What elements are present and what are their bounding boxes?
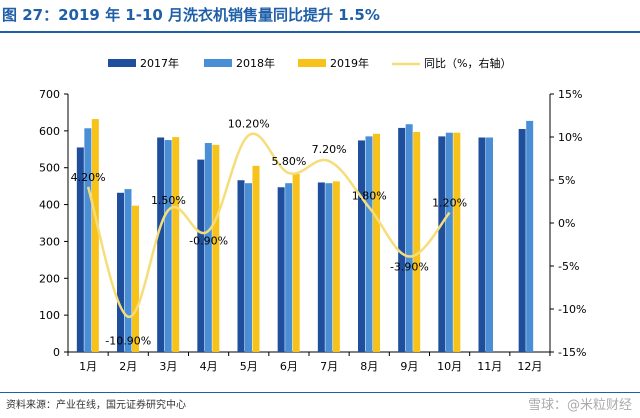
bars	[76, 119, 534, 352]
yoy-data-label: 1.80%	[352, 190, 387, 203]
x-tick-label: 12月	[517, 360, 542, 373]
bar-2017年	[398, 127, 406, 352]
y-right-tick-label: 10%	[558, 131, 582, 144]
yoy-data-label: 7.20%	[312, 143, 347, 156]
y-right-tick-label: -10%	[558, 303, 586, 316]
bar-2019年	[172, 137, 180, 352]
footer-divider	[0, 392, 640, 393]
y-left-tick-label: 700	[39, 88, 60, 101]
y-right-tick-label: -5%	[558, 260, 579, 273]
bar-2018年	[204, 143, 212, 352]
bar-2019年	[413, 131, 421, 352]
legend-label: 同比（%，右轴）	[424, 56, 511, 70]
bar-2017年	[277, 187, 285, 352]
yoy-data-label: -10.90%	[105, 335, 151, 348]
y-left-tick-label: 500	[39, 162, 60, 175]
bar-2019年	[292, 173, 300, 352]
bar-2017年	[117, 192, 124, 352]
bar-2018年	[526, 120, 534, 352]
legend-label: 2018年	[236, 56, 275, 70]
y-left-tick-label: 600	[39, 125, 60, 138]
x-tick-label: 6月	[280, 360, 298, 373]
chart-title: 图 27：2019 年 1-10 月洗衣机销售量同比提升 1.5%	[2, 6, 380, 24]
yoy-line	[86, 132, 451, 318]
y-right-tick-label: -15%	[558, 346, 586, 359]
yoy-data-label: -3.90%	[390, 261, 429, 274]
yoy-data-label: 5.80%	[271, 155, 306, 168]
bar-2018年	[405, 124, 413, 352]
x-tick-label: 11月	[477, 360, 502, 373]
x-tick-label: 7月	[320, 360, 338, 373]
x-tick-label: 3月	[159, 360, 177, 373]
y-right-tick-label: 15%	[558, 88, 582, 101]
bar-2019年	[373, 133, 380, 352]
yoy-line-layer: 4.20% -10.90% 1.50% -0.90% 10.20% 5.80% 7.20% 1…	[71, 117, 467, 347]
bar-2018年	[84, 128, 92, 352]
bar-2019年	[252, 165, 260, 352]
bar-2017年	[157, 137, 165, 352]
x-tick-label: 2月	[119, 360, 137, 373]
bar-2019年	[132, 205, 139, 352]
source-note: 资料来源：产业在线，国元证券研究中心	[6, 400, 186, 411]
yoy-data-label: 4.20%	[71, 171, 106, 184]
y-left-tick-label: 300	[39, 235, 60, 248]
bar-2017年	[438, 136, 446, 352]
y-left-tick-label: 100	[39, 309, 60, 322]
legend-label: 2019年	[330, 56, 369, 70]
legend-swatch	[108, 59, 136, 67]
bar-2018年	[245, 183, 252, 352]
legend-label: 2017年	[140, 56, 179, 70]
bar-2017年	[518, 129, 526, 352]
bar-2018年	[164, 140, 172, 352]
bar-2018年	[365, 136, 373, 352]
title-divider	[0, 31, 640, 33]
bar-2018年	[486, 137, 493, 352]
bar-2018年	[285, 183, 293, 352]
x-tick-label: 5月	[240, 360, 258, 373]
bar-2019年	[212, 144, 220, 352]
x-tick-label: 1月	[79, 360, 97, 373]
axes: 0 100 200 300 400 500 600 700 -15% -10% -5% 0% 5% 10%…	[39, 88, 586, 373]
yoy-data-label: 1.50%	[151, 194, 186, 207]
x-tick-label: 8月	[360, 360, 378, 373]
legend-swatch	[204, 59, 232, 67]
bar-2017年	[197, 159, 205, 352]
bar-2017年	[237, 180, 245, 352]
watermark: 雪球：@米粒财经	[527, 398, 632, 413]
y-right-tick-label: 5%	[558, 174, 575, 187]
sales-chart: 0 100 200 300 400 500 600 700 -15% -10% -5% 0% 5% 10%…	[39, 56, 586, 373]
bar-2017年	[478, 137, 486, 352]
bar-2018年	[124, 189, 132, 352]
legend-swatch	[298, 59, 326, 67]
bar-2017年	[317, 182, 325, 352]
bar-2018年	[445, 132, 453, 352]
yoy-data-label: 10.20%	[228, 117, 270, 130]
y-left-tick-label: 400	[39, 199, 60, 212]
yoy-data-label: 1.20%	[432, 197, 467, 210]
bar-2017年	[76, 147, 84, 352]
y-left-tick-label: 200	[39, 272, 60, 285]
bar-2017年	[358, 140, 365, 352]
yoy-data-label: -0.90%	[189, 235, 228, 248]
y-left-tick-label: 0	[53, 346, 60, 359]
bar-2019年	[453, 132, 461, 352]
legend: 2017年 2018年 2019年 同比（%，右轴）	[108, 56, 511, 70]
bar-2019年	[91, 119, 99, 352]
bar-2019年	[332, 181, 340, 352]
x-tick-label: 9月	[400, 360, 418, 373]
x-tick-label: 10月	[437, 360, 462, 373]
x-tick-label: 4月	[200, 360, 218, 373]
y-right-tick-label: 0%	[558, 217, 575, 230]
bar-2018年	[325, 183, 333, 352]
